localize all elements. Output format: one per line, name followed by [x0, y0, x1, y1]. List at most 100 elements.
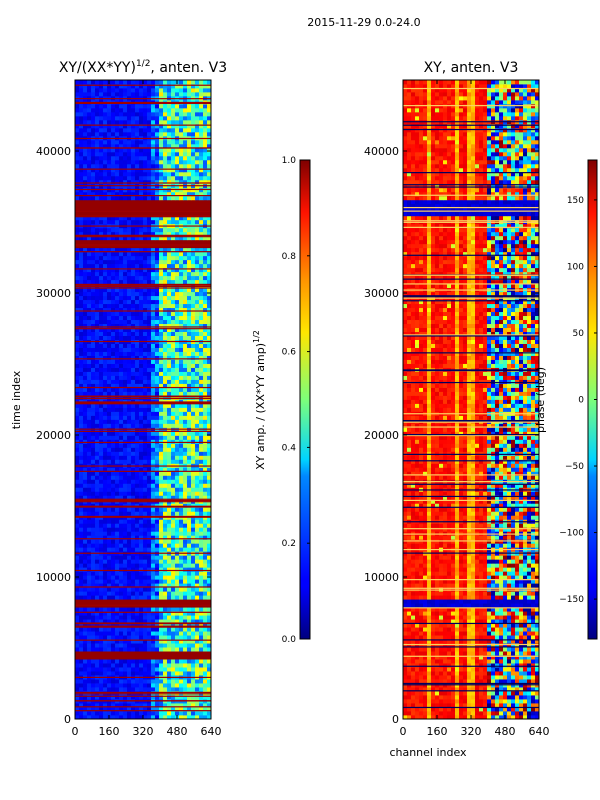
heatmap-cell — [167, 659, 172, 664]
heatmap-cell — [195, 459, 200, 464]
heatmap-cell — [187, 651, 192, 656]
heatmap-cell — [175, 491, 180, 496]
heatmap-cell — [187, 507, 192, 512]
heatmap-cell — [135, 451, 140, 456]
heatmap-cell — [79, 151, 84, 157]
heatmap-cell — [123, 379, 128, 384]
heatmap-cell — [171, 235, 176, 241]
heatmap-cell — [159, 639, 164, 644]
heatmap-cell — [115, 671, 120, 676]
heatmap-cell — [139, 683, 144, 688]
heatmap-cell — [175, 303, 180, 309]
heatmap-cell — [199, 367, 204, 372]
heatmap-cell — [179, 355, 184, 360]
heatmap-cell — [199, 635, 204, 640]
heatmap-cell — [95, 287, 100, 293]
heatmap-cell — [135, 611, 140, 616]
heatmap-cell — [135, 587, 140, 592]
heatmap-cell — [91, 255, 96, 261]
heatmap-cell — [171, 367, 176, 372]
heatmap-cell — [175, 419, 180, 424]
heatmap-cell — [159, 695, 164, 700]
heatmap-cell — [95, 543, 100, 548]
heatmap-cell — [75, 279, 80, 285]
heatmap-cell — [187, 535, 192, 540]
heatmap-cell — [79, 671, 84, 676]
heatmap-cell — [179, 623, 184, 628]
heatmap-cell — [91, 235, 96, 241]
heatmap-cell — [203, 503, 208, 508]
heatmap-cell — [119, 383, 124, 388]
heatmap-cell — [127, 607, 132, 612]
heatmap-cell — [111, 511, 116, 516]
heatmap-cell — [147, 599, 152, 604]
heatmap-cell — [135, 455, 140, 460]
heatmap-cell — [127, 595, 132, 600]
heatmap-cell — [99, 235, 104, 241]
heatmap-cell — [155, 435, 160, 440]
heatmap-cell — [111, 155, 116, 161]
heatmap-cell — [179, 343, 184, 348]
heatmap-cell — [111, 647, 116, 652]
heatmap-cell — [155, 455, 160, 460]
heatmap-cell — [143, 215, 148, 221]
heatmap-cell — [83, 615, 88, 620]
heatmap-cell — [163, 259, 168, 265]
heatmap-cell — [163, 391, 168, 396]
heatmap-cell — [131, 543, 136, 548]
heatmap-cell — [111, 555, 116, 560]
heatmap-cell — [167, 491, 172, 496]
heatmap-cell — [111, 311, 116, 317]
heatmap-cell — [115, 491, 120, 496]
heatmap-cell — [91, 663, 96, 668]
heatmap-cell — [123, 151, 128, 157]
heatmap-cell — [99, 291, 104, 297]
heatmap-cell — [139, 227, 144, 233]
heatmap-cell — [79, 395, 84, 400]
heatmap-cell — [87, 467, 92, 472]
heatmap-cell — [143, 587, 148, 592]
heatmap-cell — [107, 659, 112, 664]
heatmap-cell — [99, 343, 104, 348]
heatmap-cell — [115, 303, 120, 309]
heatmap-cell — [127, 431, 132, 436]
heatmap-cell — [203, 539, 208, 544]
heatmap-cell — [99, 495, 104, 500]
heatmap-cell — [187, 299, 192, 305]
heatmap-cell — [151, 387, 156, 392]
heatmap-cell — [135, 599, 140, 604]
heatmap-cell — [87, 635, 92, 640]
heatmap-cell — [115, 307, 120, 313]
heatmap-cell — [207, 235, 212, 241]
heatmap-cell — [83, 251, 88, 257]
heatmap-cell — [195, 255, 200, 261]
heatmap-cell — [75, 503, 80, 508]
heatmap-cell — [75, 407, 80, 412]
heatmap-cell — [155, 247, 160, 253]
heatmap-cell — [175, 639, 180, 644]
heatmap-cell — [191, 155, 196, 161]
heatmap-cell — [183, 471, 188, 476]
heatmap-cell — [103, 643, 108, 648]
heatmap-cell — [99, 575, 104, 580]
heatmap-cell — [167, 703, 172, 708]
heatmap-cell — [127, 143, 132, 149]
heatmap-cell — [95, 679, 100, 684]
heatmap-cell — [123, 679, 128, 684]
heatmap-cell — [111, 495, 116, 500]
heatmap-cell — [99, 311, 104, 317]
heatmap-cell — [175, 415, 180, 420]
heatmap-cell — [123, 411, 128, 416]
heatmap-cell — [155, 211, 160, 217]
heatmap-cell — [131, 491, 136, 496]
heatmap-cell — [139, 179, 144, 185]
heatmap-cell — [83, 215, 88, 221]
heatmap-cell — [99, 547, 104, 552]
heatmap-cell — [195, 199, 200, 205]
heatmap-cell — [195, 303, 200, 309]
heatmap-cell — [207, 547, 212, 552]
heatmap-cell — [115, 703, 120, 708]
heatmap-cell — [75, 539, 80, 544]
heatmap-cell — [123, 131, 128, 137]
heatmap-cell — [139, 567, 144, 572]
